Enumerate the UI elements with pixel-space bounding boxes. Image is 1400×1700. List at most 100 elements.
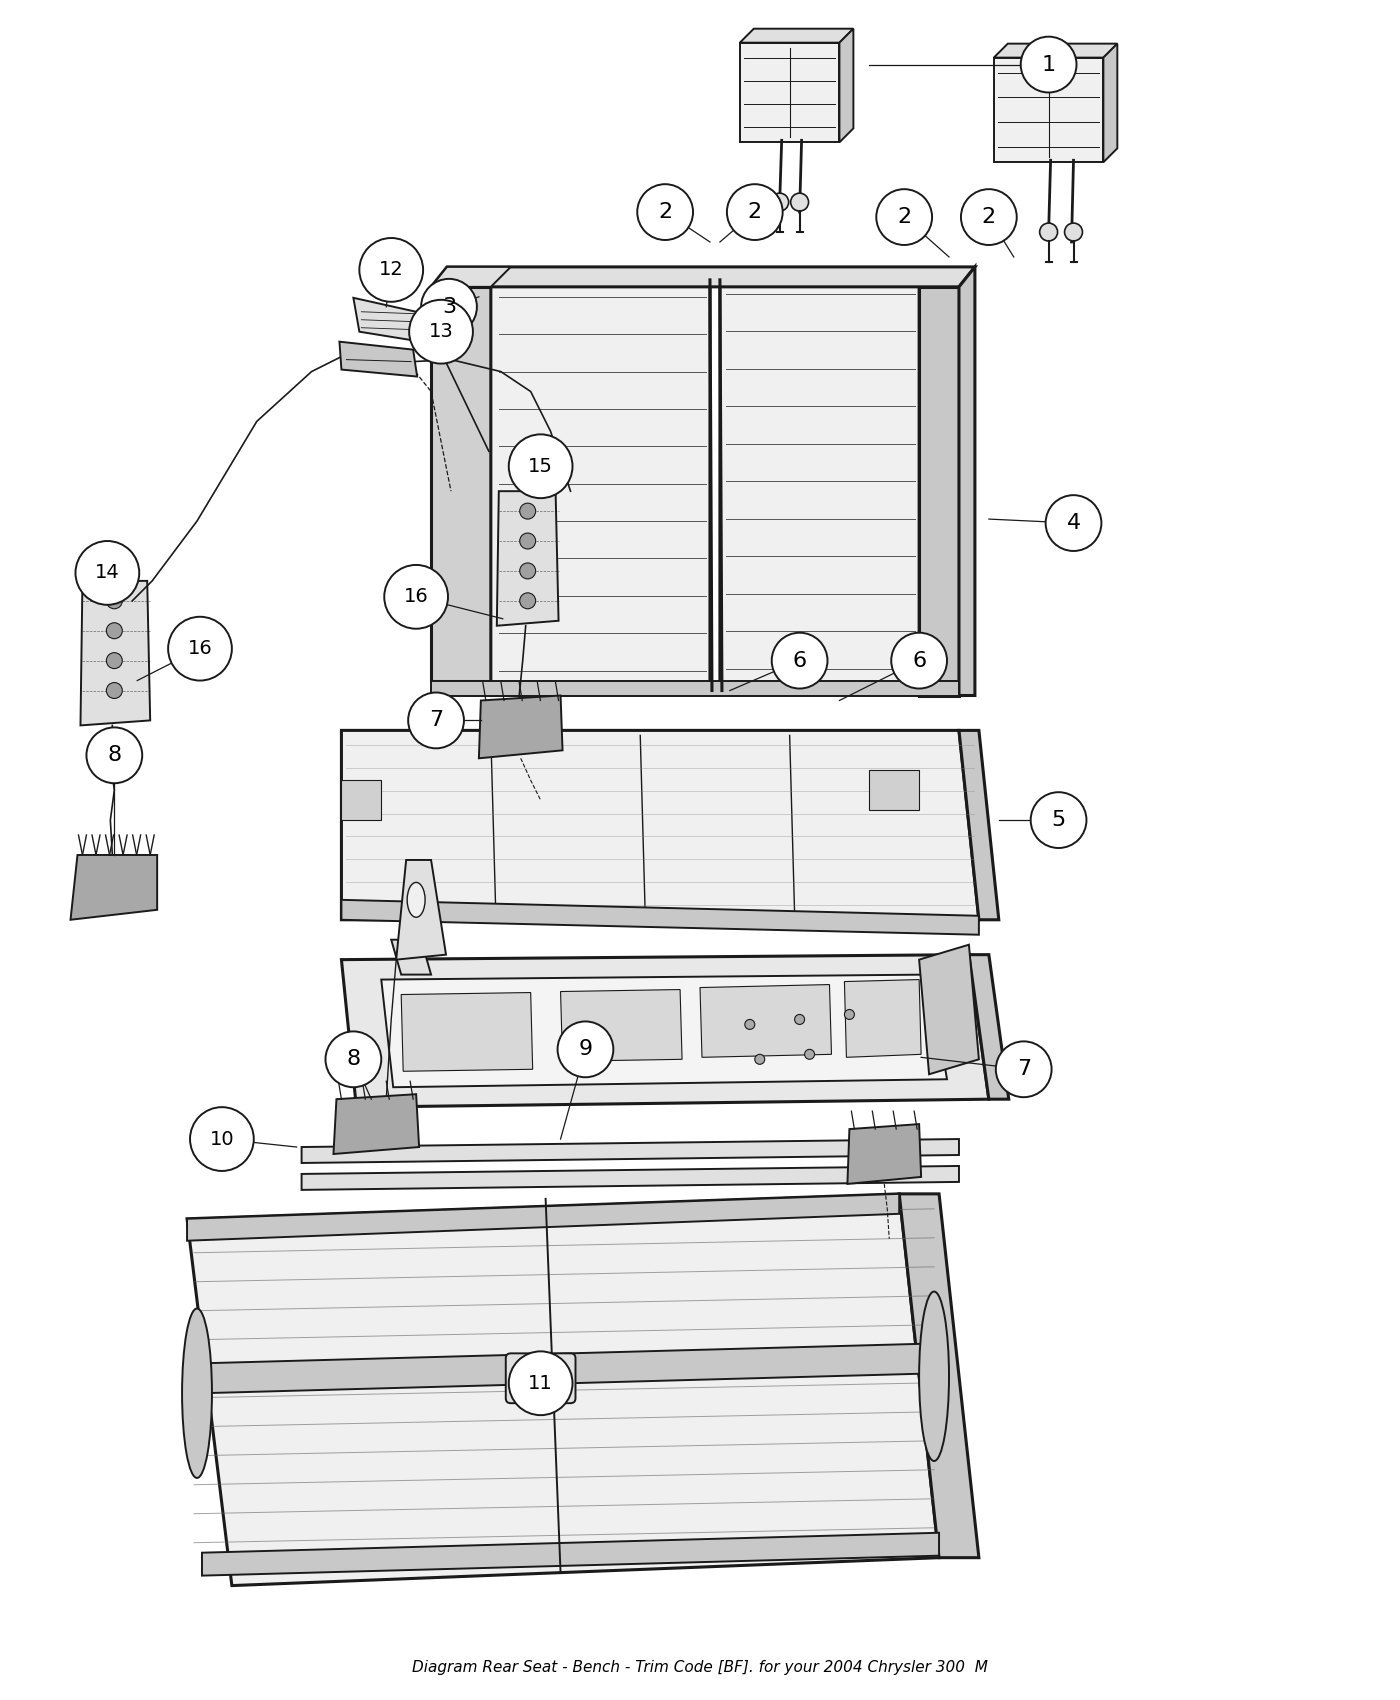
Polygon shape [188,1193,899,1241]
Polygon shape [959,267,974,695]
Polygon shape [840,29,854,143]
Text: 2: 2 [897,207,911,228]
Polygon shape [560,989,682,1061]
Polygon shape [381,974,946,1088]
Text: 14: 14 [95,563,120,583]
Circle shape [805,1049,815,1059]
Polygon shape [431,680,959,695]
Polygon shape [342,780,381,819]
Circle shape [995,1042,1051,1096]
Text: 8: 8 [108,745,122,765]
Circle shape [557,1022,613,1078]
Polygon shape [739,29,854,42]
Circle shape [508,1352,573,1414]
Polygon shape [188,1193,939,1586]
Circle shape [795,1015,805,1025]
Polygon shape [869,770,920,811]
Polygon shape [479,695,563,758]
Text: 5: 5 [1051,811,1065,830]
Circle shape [637,184,693,240]
Polygon shape [720,277,920,690]
Circle shape [409,692,463,748]
Circle shape [771,632,827,688]
Circle shape [325,1032,381,1088]
Text: 16: 16 [188,639,213,658]
Polygon shape [497,491,559,626]
Polygon shape [339,342,417,377]
Polygon shape [920,287,959,695]
Text: 9: 9 [578,1039,592,1059]
Ellipse shape [182,1309,211,1477]
Circle shape [1046,495,1102,551]
Circle shape [168,617,232,680]
Circle shape [519,534,536,549]
Polygon shape [847,1124,921,1183]
Text: 2: 2 [981,207,995,228]
Polygon shape [396,860,447,959]
Circle shape [87,728,143,784]
Circle shape [409,299,473,364]
Circle shape [1040,223,1057,241]
Polygon shape [342,731,979,920]
Polygon shape [333,1095,419,1154]
Circle shape [960,189,1016,245]
Text: 11: 11 [528,1374,553,1392]
Polygon shape [202,1533,939,1576]
Circle shape [755,1054,764,1064]
Text: 7: 7 [1016,1059,1030,1080]
Polygon shape [491,277,710,695]
Circle shape [76,541,139,605]
Polygon shape [739,42,840,143]
Polygon shape [70,855,157,920]
Text: 12: 12 [379,260,403,279]
Text: 2: 2 [658,202,672,223]
Circle shape [876,189,932,245]
Circle shape [844,1010,854,1020]
Circle shape [745,1020,755,1030]
Text: 3: 3 [442,298,456,316]
Text: 2: 2 [748,202,762,223]
Text: 8: 8 [346,1049,360,1069]
Polygon shape [301,1139,959,1163]
Circle shape [106,682,122,699]
Text: 6: 6 [792,651,806,670]
Circle shape [727,184,783,240]
Polygon shape [402,993,532,1071]
Polygon shape [1103,44,1117,162]
Polygon shape [959,731,998,920]
Circle shape [519,503,536,518]
Text: 15: 15 [528,457,553,476]
Text: Diagram Rear Seat - Bench - Trim Code [BF]. for your 2004 Chrysler 300  M: Diagram Rear Seat - Bench - Trim Code [B… [412,1659,988,1674]
Polygon shape [920,945,979,1074]
Circle shape [190,1107,253,1171]
Circle shape [421,279,477,335]
Text: 16: 16 [403,586,428,607]
Polygon shape [431,267,974,287]
Text: 13: 13 [428,323,454,342]
Circle shape [1030,792,1086,848]
Circle shape [519,593,536,609]
Circle shape [892,632,946,688]
Circle shape [1064,223,1082,241]
Text: 4: 4 [1067,513,1081,534]
Circle shape [106,593,122,609]
Polygon shape [202,1343,937,1394]
Circle shape [519,563,536,580]
Polygon shape [899,1193,979,1557]
Circle shape [106,653,122,668]
Polygon shape [969,955,1009,1100]
Text: 1: 1 [1042,54,1056,75]
Circle shape [1021,37,1077,92]
Text: 6: 6 [911,651,927,670]
Polygon shape [994,58,1103,162]
Polygon shape [700,984,832,1057]
FancyBboxPatch shape [505,1353,575,1402]
Polygon shape [80,581,150,726]
Polygon shape [342,955,988,1107]
Ellipse shape [920,1292,949,1460]
Polygon shape [431,267,511,287]
Polygon shape [353,298,421,342]
Circle shape [384,564,448,629]
Polygon shape [342,899,979,935]
Polygon shape [301,1166,959,1190]
